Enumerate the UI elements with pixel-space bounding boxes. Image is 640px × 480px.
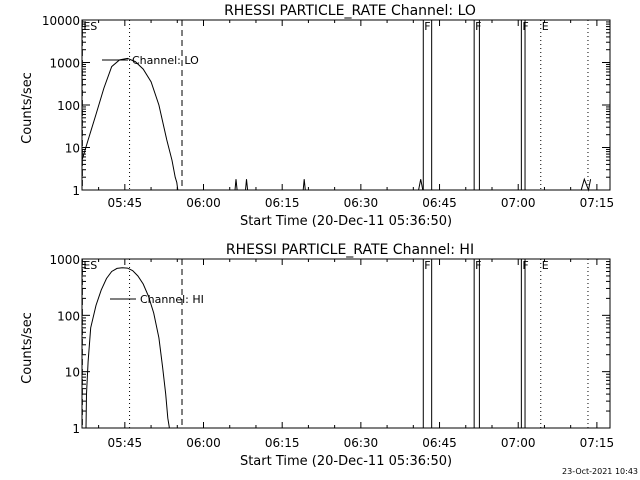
y-tick-label: 1	[72, 422, 80, 436]
legend-label: Channel: LO	[132, 54, 199, 67]
event-label: ES	[83, 259, 97, 272]
y-tick-label: 1000	[49, 253, 80, 267]
series-line	[85, 267, 170, 429]
x-tick-label: 06:15	[265, 436, 300, 450]
x-tick-label: 07:00	[501, 196, 536, 210]
timestamp-label: 23-Oct-2021 10:43	[562, 467, 638, 476]
x-tick-label: 06:30	[344, 196, 379, 210]
x-tick-label: 06:30	[344, 436, 379, 450]
event-label: F	[475, 20, 481, 33]
y-tick-label: 10	[65, 142, 80, 156]
x-tick-label: 06:45	[422, 436, 457, 450]
chart-panel-hi: RHESSI PARTICLE_RATE Channel: HI Counts/…	[20, 242, 614, 469]
plot-frame	[81, 258, 611, 429]
y-tick-label: 10000	[42, 14, 80, 28]
chart-panel-lo: RHESSI PARTICLE_RATE Channel: LO Counts/…	[20, 3, 614, 229]
x-tick-label: 07:15	[580, 436, 615, 450]
event-label: F	[475, 259, 481, 272]
x-tick-label: 07:00	[501, 436, 536, 450]
series-line	[81, 57, 592, 192]
y-tick-label: 1	[72, 184, 80, 198]
x-tick-label: 06:15	[265, 196, 300, 210]
y-tick-label: 100	[57, 99, 80, 113]
x-tick-label: 06:00	[186, 196, 221, 210]
x-tick-label: 06:45	[422, 196, 457, 210]
event-label: F	[424, 259, 430, 272]
x-axis-label: Start Time (20-Dec-11 05:36:50)	[240, 454, 452, 469]
x-tick-label: 05:45	[108, 436, 143, 450]
chart-title: RHESSI PARTICLE_RATE Channel: LO	[224, 3, 476, 19]
event-label: ES	[83, 20, 97, 33]
y-axis-label: Counts/sec	[20, 72, 35, 144]
legend-label: Channel: HI	[140, 293, 204, 306]
y-tick-label: 100	[57, 309, 80, 323]
chart-title: RHESSI PARTICLE_RATE Channel: HI	[226, 242, 474, 258]
event-label: E	[542, 259, 549, 272]
x-tick-label: 05:45	[108, 196, 143, 210]
x-axis-label: Start Time (20-Dec-11 05:36:50)	[240, 214, 452, 229]
y-tick-label: 1000	[49, 57, 80, 71]
y-tick-label: 10	[65, 366, 80, 380]
x-tick-label: 07:15	[580, 196, 615, 210]
event-label: E	[542, 20, 549, 33]
x-tick-label: 06:00	[186, 436, 221, 450]
plot-frame	[81, 19, 611, 191]
event-label: F	[424, 20, 430, 33]
y-axis-label: Counts/sec	[20, 312, 35, 384]
